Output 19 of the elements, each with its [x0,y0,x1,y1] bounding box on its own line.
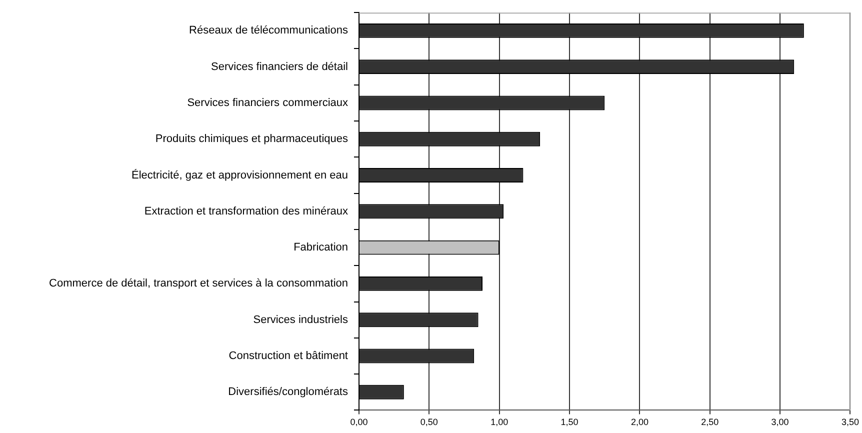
y-tick-label: Réseaux de télécommunications [189,24,348,37]
x-tick-label: 3,00 [771,417,789,428]
y-tick-label: Services financiers de détail [211,60,348,73]
x-tick-label: 3,50 [841,417,860,428]
y-tick-label: Produits chimiques et pharmaceutiques [155,133,348,146]
x-tick-label: 2,50 [701,417,719,428]
y-tick-label: Extraction et transformation des minéraux [144,205,348,218]
y-tick-label: Électricité, gaz et approvisionnement en eau [132,168,348,182]
y-tick-label: Construction et bâtiment [228,350,348,362]
y-tick-label: Commerce de détail, transport et services à la consommation [49,278,348,290]
x-tick-label: 2,00 [630,417,648,428]
y-tick-label: Fabrication [294,242,348,254]
y-tick-label: Services financiers commerciaux [187,96,348,109]
y-tick-label: Services industriels [253,314,348,326]
x-tick-label: 1,50 [560,417,578,428]
y-tick-label: Diversifiés/conglomérats [228,386,348,398]
x-tick-label: 1,00 [490,417,508,428]
x-tick-label: 0,50 [420,417,438,428]
x-tick-label: 0,00 [350,417,368,428]
